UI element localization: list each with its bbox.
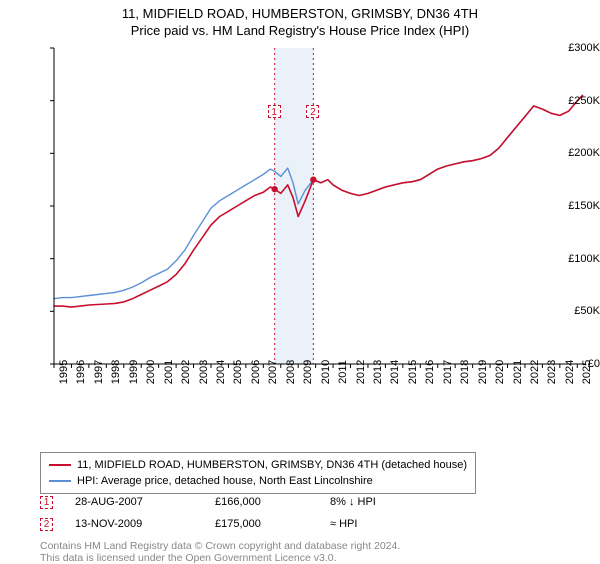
y-tick-label: £100K [552,253,600,265]
x-tick-label: 2015 [407,360,419,384]
legend-item: HPI: Average price, detached house, Nort… [49,473,467,489]
legend-item: 11, MIDFIELD ROAD, HUMBERSTON, GRIMSBY, … [49,457,467,473]
title-address: 11, MIDFIELD ROAD, HUMBERSTON, GRIMSBY, … [0,6,600,21]
x-tick-label: 2009 [302,360,314,384]
sale-row-price: £166,000 [215,496,261,508]
legend-label: HPI: Average price, detached house, Nort… [77,475,373,487]
sale-marker-box: 2 [306,105,319,118]
y-tick-label: £150K [552,200,600,212]
sale-marker-box: 1 [268,105,281,118]
x-tick-label: 2010 [320,360,332,384]
y-tick-label: £200K [552,147,600,159]
footer-line-1: Contains HM Land Registry data © Crown c… [40,540,400,552]
x-tick-label: 2025 [581,360,593,384]
legend-swatch [49,464,71,466]
x-tick-label: 2023 [546,360,558,384]
x-tick-label: 2001 [163,360,175,384]
chart-area: £0£50K£100K£150K£200K£250K£300K 19951996… [0,44,600,414]
x-tick-label: 2021 [512,360,524,384]
x-tick-label: 2006 [250,360,262,384]
x-tick-label: 2016 [424,360,436,384]
x-tick-label: 2004 [215,360,227,384]
x-tick-label: 1998 [110,360,122,384]
x-tick-label: 2022 [529,360,541,384]
sale-row-marker-cell: 2 [40,518,53,531]
x-tick-label: 2013 [372,360,384,384]
x-tick-label: 2002 [180,360,192,384]
x-tick-label: 2014 [389,360,401,384]
sale-row-marker: 1 [40,496,53,509]
x-tick-label: 2003 [198,360,210,384]
legend: 11, MIDFIELD ROAD, HUMBERSTON, GRIMSBY, … [40,452,476,494]
chart-container: 11, MIDFIELD ROAD, HUMBERSTON, GRIMSBY, … [0,0,600,560]
y-tick-label: £50K [552,305,600,317]
x-tick-label: 2018 [459,360,471,384]
y-tick-label: £300K [552,42,600,54]
x-tick-label: 2019 [477,360,489,384]
title-subtitle: Price paid vs. HM Land Registry's House … [0,23,600,38]
sale-row-delta: 8% ↓ HPI [330,496,376,508]
sale-row-date: 13-NOV-2009 [75,518,142,530]
title-block: 11, MIDFIELD ROAD, HUMBERSTON, GRIMSBY, … [0,0,600,38]
x-tick-label: 1999 [128,360,140,384]
legend-label: 11, MIDFIELD ROAD, HUMBERSTON, GRIMSBY, … [77,459,467,471]
x-tick-label: 2008 [285,360,297,384]
sale-row-marker-cell: 1 [40,496,53,509]
x-tick-label: 2012 [355,360,367,384]
y-tick-label: £250K [552,95,600,107]
sale-row-date: 28-AUG-2007 [75,496,143,508]
x-tick-label: 1997 [93,360,105,384]
x-tick-label: 2020 [494,360,506,384]
x-tick-label: 2024 [564,360,576,384]
x-tick-label: 2007 [267,360,279,384]
x-tick-label: 1995 [58,360,70,384]
x-tick-label: 1996 [75,360,87,384]
footer-line-2: This data is licensed under the Open Gov… [40,552,337,564]
x-tick-label: 2000 [145,360,157,384]
sale-row-delta: ≈ HPI [330,518,357,530]
x-tick-label: 2011 [337,360,349,384]
chart-svg [0,44,600,414]
x-tick-label: 2017 [442,360,454,384]
x-tick-label: 2005 [232,360,244,384]
legend-swatch [49,480,71,482]
sale-row-price: £175,000 [215,518,261,530]
sale-row-marker: 2 [40,518,53,531]
